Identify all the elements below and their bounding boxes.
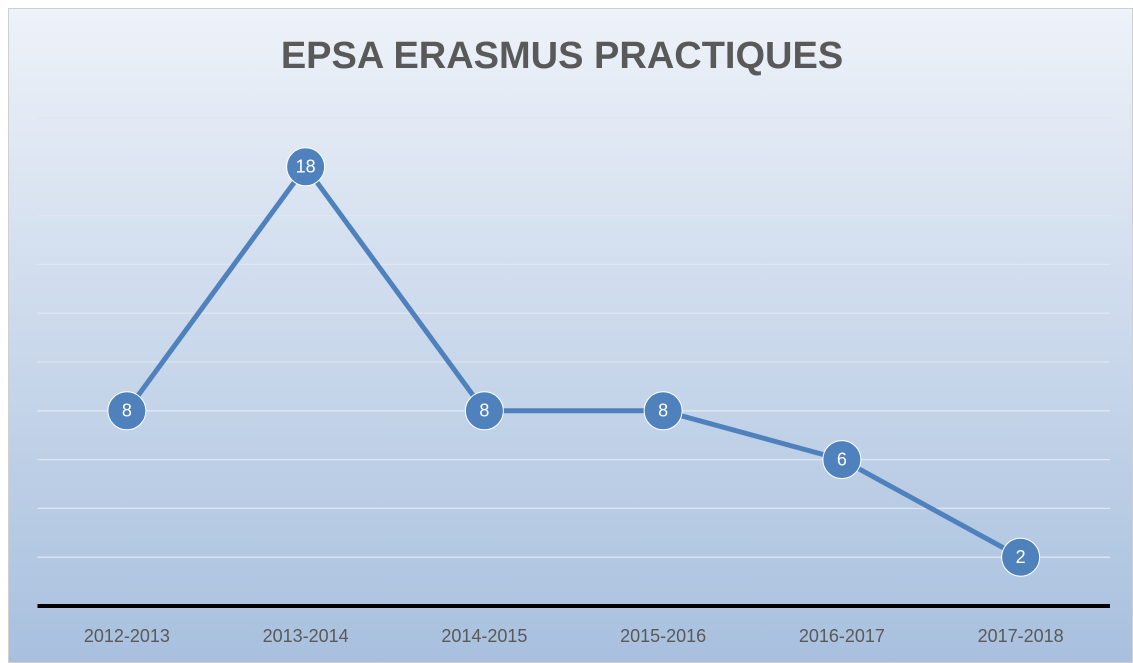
data-label: 8 [122, 401, 132, 421]
data-label: 18 [296, 157, 316, 177]
x-tick-label: 2014-2015 [441, 626, 527, 646]
data-label: 2 [1016, 547, 1026, 567]
data-label: 6 [837, 449, 847, 469]
x-tick-label: 2013-2014 [263, 626, 349, 646]
data-label: 8 [658, 401, 668, 421]
x-tick-label: 2016-2017 [799, 626, 885, 646]
marker [107, 391, 147, 431]
marker [822, 440, 862, 480]
data-label: 8 [479, 401, 489, 421]
chart-title: EPSA ERASMUS PRACTIQUES [281, 35, 843, 77]
x-tick-label: 2012-2013 [84, 626, 170, 646]
marker [286, 147, 326, 187]
x-tick-label: 2017-2018 [978, 626, 1064, 646]
x-tick-label: 2015-2016 [620, 626, 706, 646]
marks: 2012-2013 2013-2014 2014-2015 2015-2016 2016… [84, 147, 1064, 646]
line [124, 164, 1022, 560]
marker [643, 391, 683, 431]
marker [1001, 537, 1041, 577]
chart-background [8, 8, 1133, 663]
marker [464, 391, 504, 431]
